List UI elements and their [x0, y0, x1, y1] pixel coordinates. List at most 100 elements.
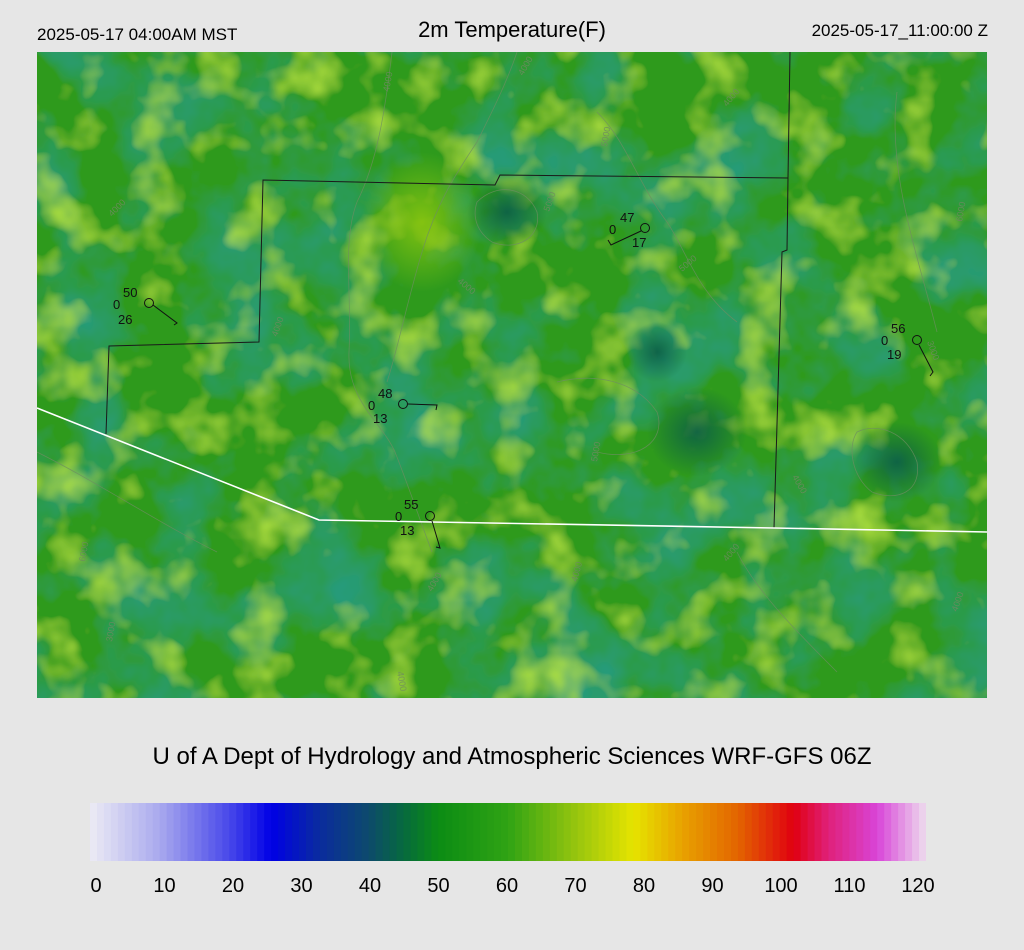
warm-region	[362, 152, 482, 292]
colorbar-cell	[647, 803, 655, 861]
colorbar-cell	[556, 803, 565, 861]
colorbar-cell	[919, 803, 926, 861]
colorbar-cell	[382, 803, 391, 861]
colorbar-cell	[765, 803, 774, 861]
colorbar-tick-label: 30	[290, 875, 313, 897]
colorbar-cell	[751, 803, 760, 861]
colorbar-cell	[445, 803, 453, 861]
colorbar-cell	[250, 803, 258, 861]
wind-barb	[407, 403, 438, 411]
contour-line	[37, 451, 218, 553]
contour-line	[348, 52, 433, 553]
colorbar-cell	[201, 803, 210, 861]
colorbar-cell	[278, 803, 286, 861]
colorbar-tick-label: 50	[427, 875, 450, 897]
station-dewpoint: 26	[118, 312, 132, 327]
colorbar-cell	[828, 803, 837, 861]
colorbar-cell	[717, 803, 725, 861]
contour-label: 4000	[395, 671, 408, 692]
colorbar-cell	[319, 803, 328, 861]
colorbar-cell	[103, 803, 112, 861]
colorbar-cell	[786, 803, 795, 861]
colorbar-cell	[494, 803, 502, 861]
colorbar-cell	[375, 803, 384, 861]
colorbar-cell	[368, 803, 377, 861]
colorbar-cell	[243, 803, 251, 861]
colorbar-cell	[661, 803, 669, 861]
station-temp: 48	[378, 386, 392, 401]
colorbar-cell	[696, 803, 704, 861]
map-header: 2025-05-17 04:00AM MST 2m Temperature(F)…	[0, 0, 1024, 50]
colorbar-cell	[110, 803, 119, 861]
station-dewpoint: 17	[632, 235, 646, 250]
station-circle	[640, 223, 650, 233]
colorbar-cell	[654, 803, 662, 861]
colorbar-cell	[682, 803, 690, 861]
county-boundaries	[105, 52, 791, 529]
colorbar-cell	[612, 803, 621, 861]
station-circle	[398, 399, 408, 409]
colorbar-cell	[598, 803, 607, 861]
colorbar-cell	[570, 803, 579, 861]
local-time-label: 2025-05-17 04:00AM MST	[37, 25, 238, 44]
station-cloud: 0	[368, 398, 375, 413]
contour-label: 4000	[381, 71, 394, 92]
temperature-map: 4000 4000 5000 5000 5000 5000 4000 4000 …	[37, 52, 987, 698]
colorbar-cell	[723, 803, 732, 861]
wind-barb	[918, 344, 934, 377]
cool-region	[647, 387, 747, 477]
colorbar-cell	[326, 803, 335, 861]
contour-line	[556, 377, 660, 455]
colorbar-cell	[305, 803, 314, 861]
colorbar-cell	[194, 803, 203, 861]
colorbar-cell	[180, 803, 189, 861]
colorbar-cell	[124, 803, 133, 861]
colorbar-cell	[856, 803, 864, 861]
colorbar-cell	[772, 803, 781, 861]
colorbar-cell	[229, 803, 237, 861]
colorbar-cell	[884, 803, 892, 861]
colorbar-cell	[849, 803, 857, 861]
colorbar-cell	[905, 803, 913, 861]
colorbar-cell	[800, 803, 809, 861]
colorbar-cell	[877, 803, 885, 861]
contour-label: 6000	[954, 201, 967, 222]
station-dewpoint: 13	[400, 523, 414, 538]
colorbar-cell	[340, 803, 349, 861]
colorbar-cell	[675, 803, 683, 861]
colorbar-cell	[514, 803, 523, 861]
contour-label: 5000	[599, 126, 612, 147]
colorbar-cell	[912, 803, 920, 861]
colorbar-cell	[417, 803, 425, 861]
colorbar-cell	[835, 803, 843, 861]
station-cloud: 0	[881, 333, 888, 348]
colorbar-cell	[605, 803, 614, 861]
colorbar-cell	[821, 803, 830, 861]
station-circle	[425, 511, 435, 521]
colorbar-tick-label: 0	[90, 875, 102, 897]
colorbar-cell	[438, 803, 446, 861]
colorbar-tick-label: 60	[495, 875, 519, 897]
colorbar-cell	[152, 803, 161, 861]
colorbar-cell	[814, 803, 823, 861]
colorbar-cell	[396, 803, 405, 861]
county-boundary	[787, 52, 791, 179]
wind-barb	[607, 230, 642, 246]
colorbar-cells	[90, 803, 926, 861]
contour-line	[474, 189, 539, 246]
colorbar-cell	[166, 803, 175, 861]
station-cloud: 0	[609, 222, 616, 237]
contour-label: 5000	[589, 441, 602, 462]
station-cloud: 0	[113, 297, 120, 312]
station-marker: 50 0 26	[113, 285, 178, 327]
station-temp: 47	[620, 210, 634, 225]
station-temp: 56	[891, 321, 905, 336]
station-dewpoint: 19	[887, 347, 901, 362]
colorbar-cell	[410, 803, 419, 861]
colorbar-cell	[710, 803, 718, 861]
contour-label: 3000	[104, 621, 117, 642]
colorbar-cell	[285, 803, 293, 861]
colorbar-tick-labels: 0 10 20 30 40 50 60 70 80 90 100 110 120	[0, 875, 1024, 905]
contour-line	[851, 427, 919, 496]
colorbar-cell	[347, 803, 356, 861]
